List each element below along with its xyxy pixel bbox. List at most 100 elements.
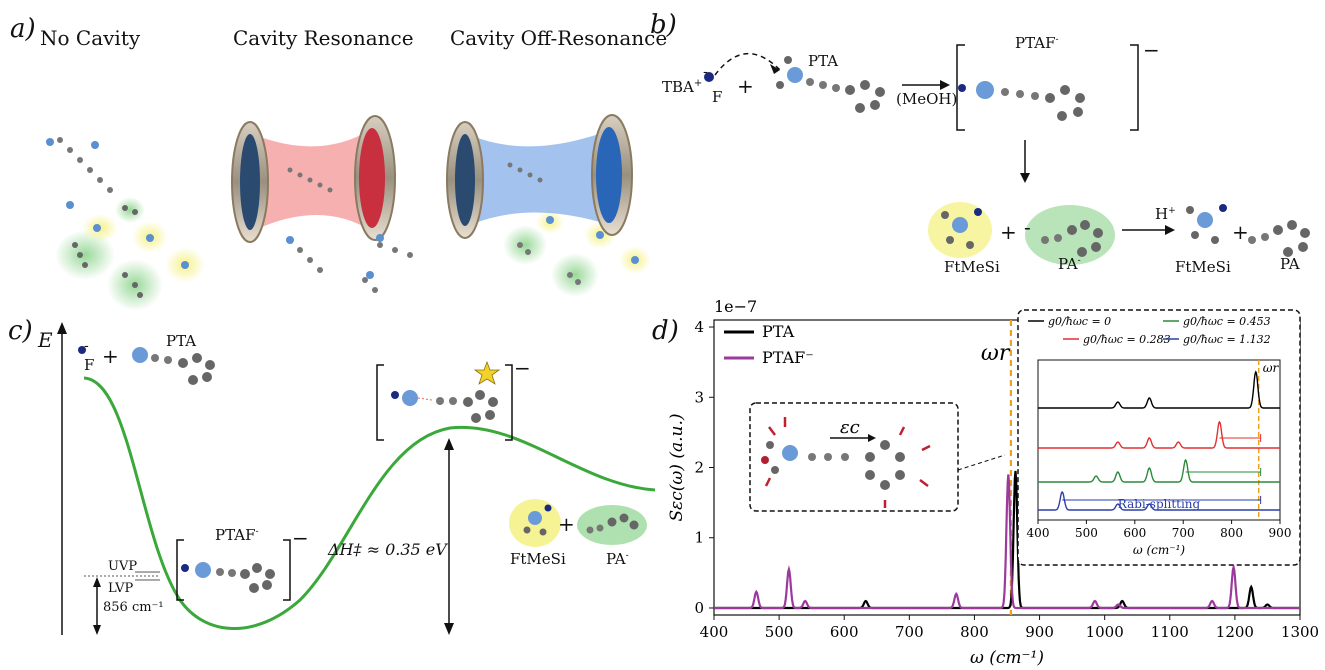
panel-b-scheme: [704, 44, 1310, 265]
no-cavity-title: No Cavity: [40, 26, 141, 50]
atom: [841, 453, 849, 461]
y-tick-label: 2: [694, 459, 704, 477]
atom: [895, 452, 905, 462]
x-tick-label: 700: [895, 623, 924, 641]
f-charge-label: -: [703, 64, 708, 80]
reactant-pta-label: PTA: [166, 332, 197, 350]
uvp-label: UVP: [108, 559, 138, 574]
normal-mode-molecule: [761, 417, 931, 508]
y-tick-label: 4: [694, 318, 704, 336]
intermediate-ptaf-label: PTAF-: [215, 526, 259, 544]
rabi-splitting-label: Rabi-splitting: [1118, 497, 1201, 511]
inset-tick-label: 800: [1220, 526, 1243, 540]
y-tick-label: 0: [694, 599, 704, 617]
product-ftmesi-label: FtMeSi: [510, 550, 566, 568]
atom: [824, 453, 832, 461]
pta-label: PTA: [808, 52, 839, 70]
spectrum-chart: 1e−7 400 500 600 700 800 900 1000 1100 1200 1300 0 1…: [667, 297, 1319, 668]
x-axis-label: ω (cm⁻¹): [970, 648, 1044, 668]
atom: [808, 453, 816, 461]
reactant-plus: +: [102, 344, 119, 368]
lvp-label: LVP: [108, 581, 134, 596]
resonant-cavity: [231, 115, 413, 293]
inset-x-label: ω (cm⁻¹): [1133, 543, 1186, 557]
x-tick-label: 600: [830, 623, 859, 641]
atom: [771, 466, 779, 474]
panel-d-letter: d): [652, 316, 679, 346]
x-tick-label: 900: [1025, 623, 1054, 641]
inset-omega-r-label: ωr: [1263, 361, 1280, 375]
reactant-f-charge: -: [84, 338, 89, 354]
displacement-arrow: [921, 444, 931, 452]
atom: [761, 456, 769, 464]
atom: [782, 445, 798, 461]
inset-trace-2: [1038, 458, 1280, 483]
h-plus-label: H+: [1155, 205, 1176, 223]
inset-legend-label: g0/ħωc = 0.283: [1083, 333, 1171, 346]
tba-label: TBA+: [662, 78, 703, 96]
ptaf-molecule: [958, 81, 1085, 121]
legend-label: PTAF⁻: [762, 348, 814, 367]
polarization-label: εc: [840, 417, 860, 438]
displacement-arrow: [898, 426, 906, 436]
ptaf-label: PTAF-: [1015, 34, 1059, 52]
ftmesi-label-2: FtMeSi: [1175, 258, 1231, 276]
product-pa-label: PA-: [606, 550, 629, 568]
ts-bracket-charge: −: [514, 356, 531, 380]
ftmesi-label: FtMeSi: [944, 258, 1000, 276]
omega-r-label: ωr: [981, 341, 1011, 366]
panel-a-illustration: [46, 114, 650, 311]
inset-trace-1: [1038, 420, 1280, 449]
x-tick-label: 500: [765, 623, 794, 641]
cavity-off-resonance-title: Cavity Off-Resonance: [450, 26, 668, 50]
intermediate-bracket-charge: −: [292, 526, 309, 550]
y-multiplier-label: 1e−7: [714, 297, 757, 316]
vibration-frequency-label: 856 cm⁻¹: [103, 600, 164, 615]
x-tick-label: 1100: [1151, 623, 1189, 641]
pta-molecule: [776, 56, 885, 113]
x-tick-label: 400: [700, 623, 729, 641]
pa-label: PA-: [1058, 255, 1081, 273]
no-cavity-molecules: [46, 137, 205, 311]
plus-sign-1: +: [737, 74, 754, 98]
inset-tick-label: 700: [1172, 526, 1195, 540]
inset-trace-0: [1038, 370, 1280, 409]
panel-b-letter: b): [650, 10, 677, 40]
atom: [880, 440, 890, 450]
panel-a-letter: a): [10, 14, 36, 44]
reactant-f-label: F: [84, 356, 95, 374]
legend-label: PTA: [762, 322, 795, 341]
x-tick-label: 1300: [1281, 623, 1319, 641]
x-tick-label: 1000: [1086, 623, 1124, 641]
atom: [865, 452, 875, 462]
ptaf-bracket-charge: −: [1143, 38, 1160, 62]
barrier-label: ΔH‡ ≈ 0.35 eV: [328, 540, 447, 559]
coupling-inset-box: [1017, 309, 1301, 566]
plus-sign-2: +: [1000, 220, 1017, 244]
y-axis-label: Sεc(ω) (a.u.): [667, 414, 687, 522]
inset-trace-3: [1038, 491, 1280, 511]
atom: [880, 480, 890, 490]
inset-tick-label: 500: [1075, 526, 1098, 540]
polarization-arrowhead: [868, 434, 876, 442]
panel-c-letter: c): [8, 316, 33, 346]
cavity-resonance-title: Cavity Resonance: [233, 26, 414, 50]
atom: [865, 470, 875, 480]
displacement-arrow: [768, 426, 776, 436]
y-tick-label: 1: [694, 529, 704, 547]
displacement-arrow: [764, 477, 772, 487]
inset-connector: [957, 454, 1006, 471]
inset-tick-label: 400: [1027, 526, 1050, 540]
coupling-inset-frame: [1037, 359, 1281, 521]
x-tick-label: 800: [960, 623, 989, 641]
inset-legend-label: g0/ħωc = 0.453: [1183, 315, 1271, 328]
solvent-label: (MeOH): [896, 90, 958, 108]
plus-sign-3: +: [1232, 220, 1249, 244]
molecule-inset-box: [749, 402, 959, 512]
inset-legend-label: g0/ħωc = 1.132: [1183, 333, 1271, 346]
star-icon: [473, 360, 501, 385]
inset-tick-label: 900: [1269, 526, 1292, 540]
f-label: F: [712, 88, 723, 106]
energy-axis-label: E: [38, 328, 53, 352]
atom: [766, 441, 774, 449]
